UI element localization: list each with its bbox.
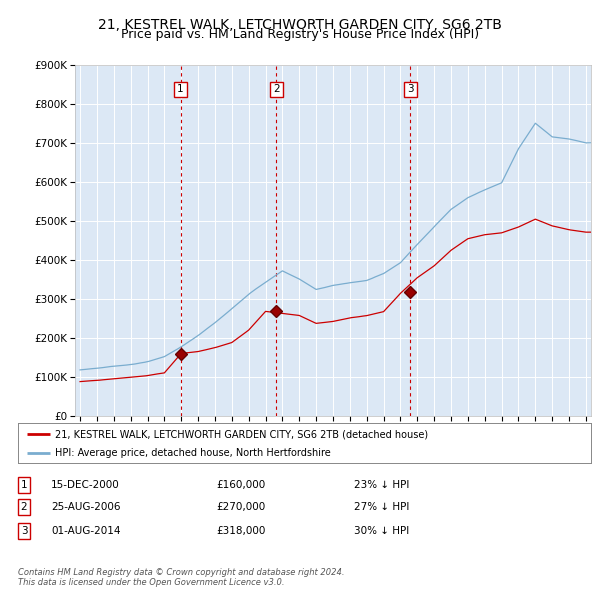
Text: 25-AUG-2006: 25-AUG-2006 bbox=[51, 503, 121, 512]
Text: £160,000: £160,000 bbox=[216, 480, 265, 490]
Text: 30% ↓ HPI: 30% ↓ HPI bbox=[354, 526, 409, 536]
Text: 15-DEC-2000: 15-DEC-2000 bbox=[51, 480, 120, 490]
Text: £318,000: £318,000 bbox=[216, 526, 265, 536]
Text: 1: 1 bbox=[20, 480, 28, 490]
Text: 1: 1 bbox=[177, 84, 184, 94]
Text: Price paid vs. HM Land Registry's House Price Index (HPI): Price paid vs. HM Land Registry's House … bbox=[121, 28, 479, 41]
Text: 2: 2 bbox=[20, 503, 28, 512]
Text: 21, KESTREL WALK, LETCHWORTH GARDEN CITY, SG6 2TB: 21, KESTREL WALK, LETCHWORTH GARDEN CITY… bbox=[98, 18, 502, 32]
Text: £270,000: £270,000 bbox=[216, 503, 265, 512]
Text: 3: 3 bbox=[20, 526, 28, 536]
Text: HPI: Average price, detached house, North Hertfordshire: HPI: Average price, detached house, Nort… bbox=[55, 448, 331, 458]
Text: 01-AUG-2014: 01-AUG-2014 bbox=[51, 526, 121, 536]
Text: Contains HM Land Registry data © Crown copyright and database right 2024.
This d: Contains HM Land Registry data © Crown c… bbox=[18, 568, 344, 587]
Text: 27% ↓ HPI: 27% ↓ HPI bbox=[354, 503, 409, 512]
Text: 21, KESTREL WALK, LETCHWORTH GARDEN CITY, SG6 2TB (detached house): 21, KESTREL WALK, LETCHWORTH GARDEN CITY… bbox=[55, 430, 428, 440]
Text: 3: 3 bbox=[407, 84, 413, 94]
Text: 2: 2 bbox=[273, 84, 280, 94]
Text: 23% ↓ HPI: 23% ↓ HPI bbox=[354, 480, 409, 490]
